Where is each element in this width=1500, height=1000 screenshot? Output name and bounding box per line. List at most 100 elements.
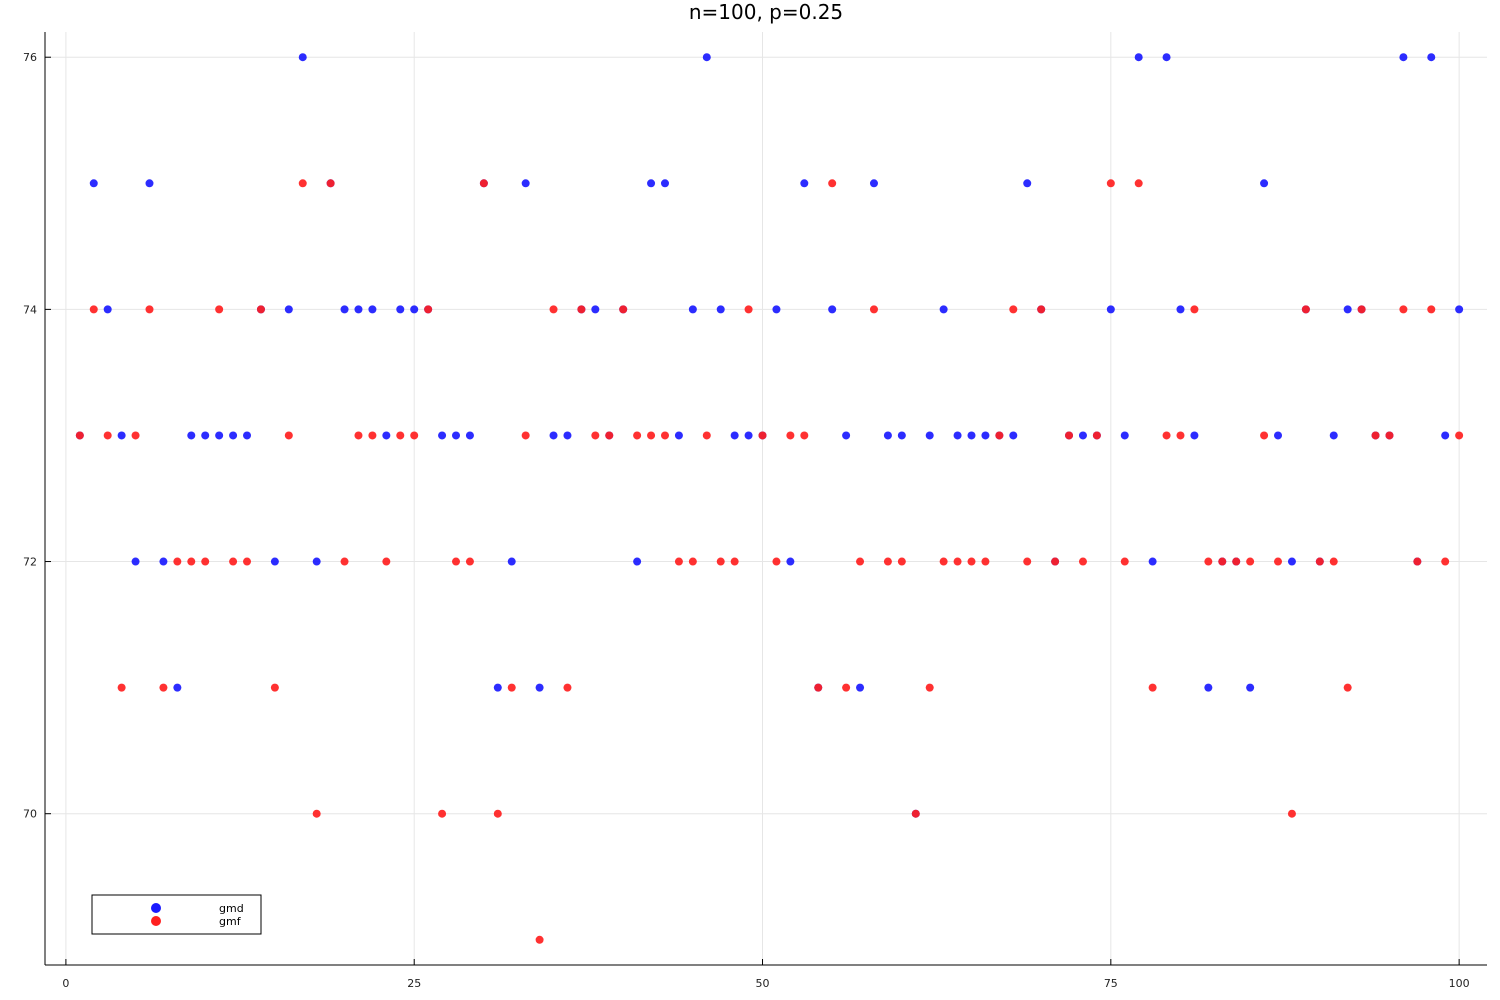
point-gmf <box>145 305 154 314</box>
point-gmd <box>298 53 307 62</box>
point-gmf <box>1455 431 1464 440</box>
point-gmd <box>939 305 948 314</box>
point-gmd <box>1441 431 1450 440</box>
point-gmd <box>535 683 544 692</box>
point-gmd <box>410 305 419 314</box>
point-gmf <box>953 557 962 566</box>
point-gmd <box>1260 179 1269 188</box>
point-gmd <box>772 305 781 314</box>
point-gmf <box>1301 305 1310 314</box>
point-gmf <box>1023 557 1032 566</box>
data-points <box>75 53 1464 944</box>
legend-label-gmf: gmf <box>219 915 242 928</box>
y-tick-label: 74 <box>23 303 37 316</box>
point-gmf <box>869 305 878 314</box>
point-gmd <box>1009 431 1018 440</box>
point-gmf <box>1343 683 1352 692</box>
point-gmf <box>1427 305 1436 314</box>
point-gmd <box>1204 683 1213 692</box>
point-gmf <box>1329 557 1338 566</box>
point-gmf <box>1037 305 1046 314</box>
point-gmd <box>270 557 279 566</box>
point-gmf <box>368 431 377 440</box>
point-gmd <box>744 431 753 440</box>
point-gmf <box>187 557 196 566</box>
point-gmf <box>159 683 168 692</box>
y-tick-label: 72 <box>23 556 37 569</box>
point-gmf <box>800 431 809 440</box>
point-gmf <box>772 557 781 566</box>
point-gmf <box>995 431 1004 440</box>
point-gmf <box>1009 305 1018 314</box>
point-gmf <box>1413 557 1422 566</box>
point-gmf <box>1218 557 1227 566</box>
point-gmf <box>828 179 837 188</box>
grid <box>45 32 1487 965</box>
point-gmf <box>660 431 669 440</box>
point-gmf <box>75 431 84 440</box>
point-gmf <box>1232 557 1241 566</box>
point-gmf <box>1162 431 1171 440</box>
point-gmf <box>521 431 530 440</box>
point-gmf <box>173 557 182 566</box>
point-gmf <box>131 431 140 440</box>
point-gmd <box>883 431 892 440</box>
point-gmf <box>591 431 600 440</box>
point-gmf <box>814 683 823 692</box>
point-gmf <box>1190 305 1199 314</box>
point-gmf <box>730 557 739 566</box>
point-gmf <box>1260 431 1269 440</box>
point-gmf <box>1204 557 1213 566</box>
point-gmf <box>1399 305 1408 314</box>
point-gmd <box>131 557 140 566</box>
point-gmf <box>1078 557 1087 566</box>
point-gmf <box>647 431 656 440</box>
point-gmf <box>786 431 795 440</box>
point-gmd <box>243 431 252 440</box>
point-gmd <box>633 557 642 566</box>
point-gmd <box>1427 53 1436 62</box>
point-gmd <box>1287 557 1296 566</box>
point-gmd <box>117 431 126 440</box>
point-gmd <box>800 179 809 188</box>
point-gmf <box>201 557 210 566</box>
point-gmf <box>716 557 725 566</box>
point-gmf <box>1092 431 1101 440</box>
point-gmf <box>577 305 586 314</box>
point-gmf <box>256 305 265 314</box>
point-gmd <box>340 305 349 314</box>
point-gmd <box>1455 305 1464 314</box>
x-tick-label: 75 <box>1104 977 1118 990</box>
point-gmd <box>145 179 154 188</box>
point-gmd <box>688 305 697 314</box>
point-gmd <box>103 305 112 314</box>
point-gmd <box>1162 53 1171 62</box>
x-tick-label: 100 <box>1449 977 1470 990</box>
point-gmf <box>229 557 238 566</box>
point-gmf <box>883 557 892 566</box>
point-gmf <box>243 557 252 566</box>
point-gmd <box>173 683 182 692</box>
point-gmd <box>215 431 224 440</box>
point-gmd <box>1176 305 1185 314</box>
point-gmf <box>563 683 572 692</box>
point-gmf <box>1441 557 1450 566</box>
legend-label-gmd: gmd <box>219 902 244 915</box>
point-gmf <box>856 557 865 566</box>
point-gmf <box>396 431 405 440</box>
point-gmd <box>1190 431 1199 440</box>
y-tick-label: 70 <box>23 808 37 821</box>
legend-marker-gmf <box>151 916 161 926</box>
point-gmf <box>911 809 920 818</box>
point-gmd <box>563 431 572 440</box>
point-gmd <box>674 431 683 440</box>
point-gmf <box>605 431 614 440</box>
point-gmf <box>1357 305 1366 314</box>
point-gmf <box>633 431 642 440</box>
point-gmf <box>465 557 474 566</box>
point-gmd <box>1078 431 1087 440</box>
point-gmd <box>702 53 711 62</box>
point-gmf <box>215 305 224 314</box>
point-gmd <box>382 431 391 440</box>
